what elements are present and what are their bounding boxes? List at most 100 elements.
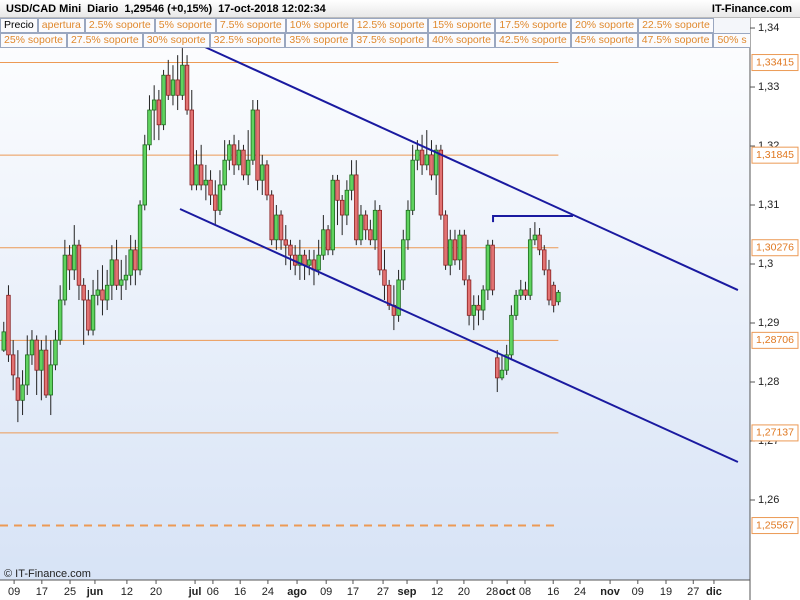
header: USD/CAD Mini Diario 1,29546 (+0,15%) 17-… [0, 0, 800, 18]
period: Diario [87, 2, 119, 15]
candle-body [170, 79, 176, 96]
toggle-button[interactable]: 7.5% soporte [215, 18, 286, 33]
candle-body [344, 189, 350, 216]
toggle-button[interactable]: Precio [0, 18, 38, 33]
candle-body [386, 284, 392, 306]
candle-body [109, 259, 115, 286]
candle-body [142, 144, 147, 206]
plot-area [0, 0, 750, 580]
candle-body [466, 279, 472, 316]
candle-body [556, 291, 561, 303]
candle-body [527, 239, 533, 296]
candle-body [29, 339, 35, 356]
candle-body [255, 109, 260, 181]
level-label: 1,25567 [756, 519, 794, 531]
candle-body [363, 214, 368, 231]
candle-body [448, 239, 453, 266]
y-axis-area [750, 0, 800, 600]
candle-body [95, 289, 100, 296]
x-tick-label: 19 [660, 586, 672, 598]
toggle-button[interactable]: 2.5% soporte [84, 18, 155, 33]
x-axis-area [0, 580, 750, 600]
x-tick-label: 24 [574, 586, 586, 598]
candle-body [283, 239, 288, 246]
toggle-button[interactable]: 42.5% soporte [495, 33, 571, 48]
toggle-button[interactable]: 47.5% soporte [637, 33, 714, 48]
toggle-button[interactable]: 32.5% soporte [209, 33, 286, 48]
x-tick-label: 09 [632, 586, 644, 598]
toggle-button[interactable]: 15% soporte [428, 18, 496, 33]
candle-body [269, 194, 274, 241]
candle-body [15, 377, 21, 401]
toggle-button[interactable]: 12.5% soporte [352, 18, 429, 33]
toggle-button[interactable]: 22.5% soporte [638, 18, 714, 33]
toggle-button[interactable]: 10% soporte [285, 18, 353, 33]
candle-body [537, 234, 542, 251]
toggle-button[interactable]: 37.5% soporte [352, 33, 429, 48]
candle-body [20, 384, 25, 401]
candle-body [25, 354, 30, 386]
candle-body [217, 184, 223, 211]
candle-body [542, 249, 547, 271]
candle-body [302, 254, 307, 266]
x-tick-label: 08 [519, 586, 531, 598]
button-row: 25% soporte 27.5% soporte 30% soporte 32.5%… [0, 33, 750, 48]
candle-body [128, 249, 133, 276]
x-tick-label: 12 [431, 586, 443, 598]
x-tick-label: 16 [234, 586, 246, 598]
x-tick-label: 20 [458, 586, 470, 598]
candle-body [307, 259, 312, 266]
toggle-button[interactable]: 45% soporte [570, 33, 638, 48]
candle-body [330, 179, 335, 251]
candle-body [86, 299, 91, 331]
candle-body [372, 209, 378, 241]
candle-body [415, 149, 420, 161]
trend-line [492, 214, 573, 223]
y-tick-label: 1,29 [758, 317, 779, 329]
candle-body [523, 289, 528, 296]
candle-body [499, 369, 505, 379]
x-tick-label: 17 [36, 586, 48, 598]
level-label: 1,30276 [756, 242, 794, 254]
toggle-button[interactable]: 17.5% soporte [495, 18, 572, 33]
instrument: USD/CAD Mini [6, 2, 82, 15]
candle-body [156, 99, 162, 126]
candle-body [396, 279, 401, 316]
level-label-box [751, 146, 799, 164]
candle-body [100, 289, 105, 301]
candle-body [490, 244, 495, 291]
candle-body [166, 74, 171, 96]
candle-body [316, 254, 321, 271]
y-tick-label: 1,31 [758, 199, 779, 211]
candle-body [419, 149, 425, 166]
candle-body [194, 164, 199, 186]
candle-body [133, 249, 138, 271]
candle-body [57, 299, 63, 341]
candle-body [532, 234, 538, 241]
toggle-button[interactable]: 5% soporte [154, 18, 216, 33]
candle-body [39, 349, 44, 371]
trend-line [204, 46, 739, 291]
candle-body [114, 259, 119, 286]
candle-body [48, 364, 53, 396]
candle-body [382, 269, 387, 286]
candle-body [325, 229, 331, 251]
toggle-button[interactable]: 25% soporte [0, 33, 67, 48]
toggle-button[interactable]: 50% s [713, 33, 750, 48]
brand: IT-Finance.com [711, 2, 792, 15]
candle-body [198, 164, 204, 186]
candle-body [321, 229, 326, 256]
toggle-button[interactable]: 35% soporte [285, 33, 353, 48]
y-tick-label: 1,3 [758, 258, 773, 270]
toggle-button[interactable]: 40% soporte [428, 33, 496, 48]
candle-body [429, 154, 434, 176]
candle-body [123, 274, 129, 281]
candle-body [180, 64, 185, 96]
toggle-button[interactable]: 30% soporte [142, 33, 210, 48]
toggle-button[interactable]: 20% soporte [571, 18, 639, 33]
toggle-button[interactable]: 27.5% soporte [66, 33, 143, 48]
candle-body [410, 159, 415, 211]
candle-body [476, 304, 481, 311]
toggle-button[interactable]: apertura [37, 18, 85, 33]
candle-body [119, 279, 124, 286]
